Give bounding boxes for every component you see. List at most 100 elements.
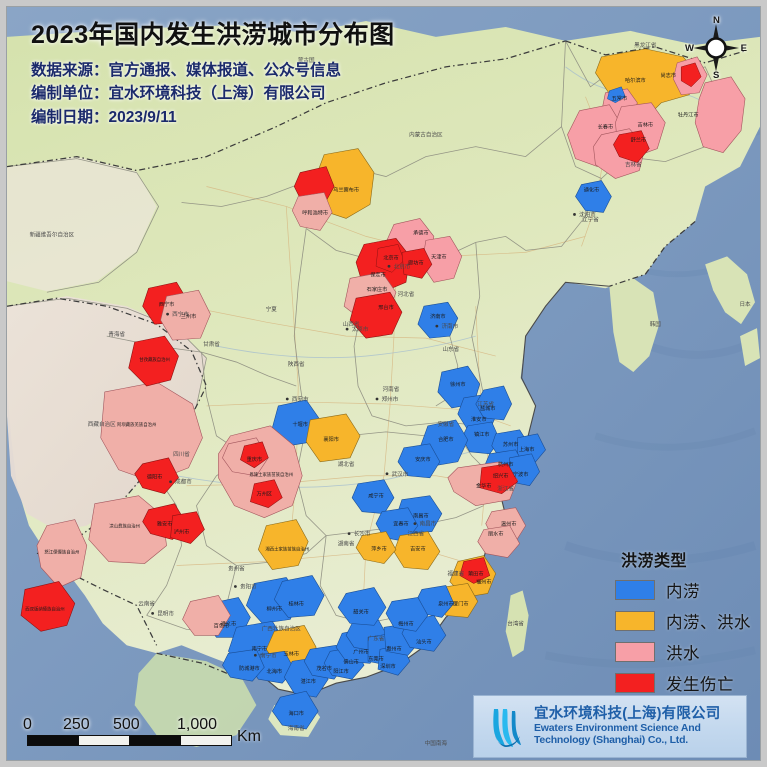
flood-region-label: 徐州市 bbox=[450, 380, 466, 388]
region-jinan[interactable] bbox=[417, 301, 459, 339]
flood-region-label: 惠州市 bbox=[386, 644, 402, 652]
legend-item-shangwang[interactable]: 发生伤亡 bbox=[615, 671, 751, 695]
region-guilin[interactable] bbox=[273, 575, 325, 618]
region-tonghua[interactable] bbox=[575, 180, 612, 213]
region-luzhou[interactable] bbox=[170, 511, 205, 544]
legend-swatch-shangwang bbox=[615, 673, 655, 693]
legend-item-hongshui[interactable]: 洪水 bbox=[615, 640, 751, 664]
region-aba[interactable] bbox=[100, 381, 203, 483]
province-label: 江苏省 bbox=[477, 400, 494, 408]
region-yancheng[interactable] bbox=[475, 385, 512, 421]
region-xingtai[interactable] bbox=[349, 291, 403, 339]
province-label: 中国南海 bbox=[425, 739, 448, 747]
region-ganzi[interactable] bbox=[128, 335, 179, 387]
capital-city-label: 济南市 bbox=[441, 322, 458, 330]
legend-item-neilao-hongshui[interactable]: 内涝、洪水 bbox=[615, 609, 751, 633]
flood-region-label: 杭州市 bbox=[498, 460, 514, 468]
region-shaoguan[interactable] bbox=[337, 587, 387, 626]
region-neilao-spot-ne[interactable] bbox=[607, 86, 626, 104]
scale-tick-500: 500 bbox=[113, 716, 140, 733]
flood-region-label: 西宁市 bbox=[159, 300, 175, 308]
province-label: 江西省 bbox=[408, 530, 425, 538]
flood-region-label: 海口市 bbox=[288, 709, 304, 717]
region-shaoxing-core[interactable] bbox=[479, 463, 518, 495]
region-group-guangdong[interactable] bbox=[271, 587, 447, 730]
region-group-central[interactable] bbox=[218, 399, 443, 570]
flood-region-label: 广州市 bbox=[353, 647, 369, 655]
region-chongqing-core[interactable] bbox=[240, 441, 269, 469]
region-xishuangbanna[interactable] bbox=[20, 581, 76, 632]
capital-city-dot bbox=[435, 324, 439, 328]
region-group-north[interactable] bbox=[291, 148, 463, 339]
legend-title: 洪涝类型 bbox=[621, 553, 688, 570]
legend-swatch-neilao bbox=[615, 580, 655, 600]
flood-region-label: 莆田市 bbox=[468, 569, 484, 577]
flood-region-label: 绍兴市 bbox=[493, 472, 509, 480]
region-mudanjiang[interactable] bbox=[694, 76, 746, 153]
region-group-south-central[interactable] bbox=[182, 575, 325, 684]
flood-region-label: 防城港市 bbox=[239, 664, 260, 672]
province-label: 蒙古国 bbox=[298, 56, 315, 64]
flood-region-label: 韶关市 bbox=[353, 607, 369, 615]
region-putian[interactable] bbox=[459, 557, 491, 584]
province-label: 贵州省 bbox=[228, 565, 245, 573]
region-group-northeast[interactable] bbox=[567, 48, 746, 213]
province-label: 山东省 bbox=[442, 345, 459, 353]
xinjiang-basin bbox=[7, 156, 157, 292]
flood-region-label: 廊坊市 bbox=[408, 258, 424, 266]
flood-region-label: 东莞市 bbox=[368, 654, 384, 662]
region-group-east[interactable] bbox=[397, 365, 546, 558]
province-label: 河南省 bbox=[383, 385, 400, 393]
region-deyang[interactable] bbox=[134, 457, 179, 495]
legend-item-neilao[interactable]: 内涝 bbox=[615, 578, 751, 602]
province-label: 山西省 bbox=[343, 320, 360, 328]
flood-region-label: 泉州市 bbox=[438, 599, 454, 607]
region-lishui[interactable] bbox=[477, 525, 521, 558]
legend-label-shangwang: 发生伤亡 bbox=[666, 676, 734, 694]
flood-region-label: 吉安市 bbox=[410, 545, 426, 553]
region-group-southwest[interactable] bbox=[20, 281, 211, 632]
province-label: 河北省 bbox=[398, 290, 415, 298]
flood-region-label: 苏州市 bbox=[503, 440, 519, 448]
flood-region-label: 吉林市 bbox=[638, 121, 654, 129]
region-langfang[interactable] bbox=[401, 248, 433, 279]
flood-region-label: 恩施土家族苗族自治州 bbox=[249, 471, 293, 478]
region-baotou[interactable] bbox=[291, 192, 333, 231]
flood-region-label: 镇江市 bbox=[474, 430, 490, 438]
region-beijing-core[interactable] bbox=[375, 244, 405, 273]
capital-city-label: 西安市 bbox=[292, 395, 309, 403]
capital-city-dot bbox=[253, 653, 257, 657]
flood-region-label: 襄阳市 bbox=[323, 435, 339, 443]
flood-region-label: 济南市 bbox=[430, 312, 446, 320]
scale-segment-1 bbox=[27, 735, 79, 746]
region-xiangxi[interactable] bbox=[258, 519, 309, 570]
region-shulan[interactable] bbox=[613, 130, 650, 163]
scale-track bbox=[27, 735, 232, 746]
region-pingxiang[interactable] bbox=[355, 531, 397, 564]
region-xiangyang[interactable] bbox=[305, 413, 361, 463]
region-lanzhou[interactable] bbox=[160, 289, 211, 341]
flood-region-label: 德阳市 bbox=[147, 473, 163, 481]
province-label: 甘肃省 bbox=[203, 340, 220, 348]
region-baise[interactable] bbox=[182, 595, 231, 636]
region-shangzhi-core[interactable] bbox=[680, 62, 702, 88]
flood-region-label: 温州市 bbox=[501, 520, 517, 528]
region-wanzhou[interactable] bbox=[250, 479, 283, 508]
region-haikou[interactable] bbox=[271, 690, 319, 730]
flood-region-label: 呼和浩特市 bbox=[302, 208, 328, 216]
region-anqing[interactable] bbox=[397, 443, 441, 479]
flood-region-label: 阿坝藏族羌族自治州 bbox=[117, 421, 156, 428]
flood-region-label: 福州市 bbox=[476, 577, 492, 585]
region-nujiang[interactable] bbox=[36, 519, 88, 588]
scale-segment-2 bbox=[78, 735, 130, 746]
flood-region-label: 万州区 bbox=[257, 491, 273, 498]
region-group-fujian[interactable] bbox=[415, 555, 497, 618]
region-fangchenggang[interactable] bbox=[222, 648, 265, 682]
capital-city-label: 北京市 bbox=[394, 262, 411, 270]
flood-region-label: 邢台市 bbox=[378, 303, 394, 311]
region-meizhou[interactable] bbox=[385, 597, 429, 632]
capital-city-label: 太原市 bbox=[352, 325, 369, 333]
flood-region-label: 天津市 bbox=[431, 252, 447, 260]
scale-unit-label: Km bbox=[237, 728, 261, 745]
